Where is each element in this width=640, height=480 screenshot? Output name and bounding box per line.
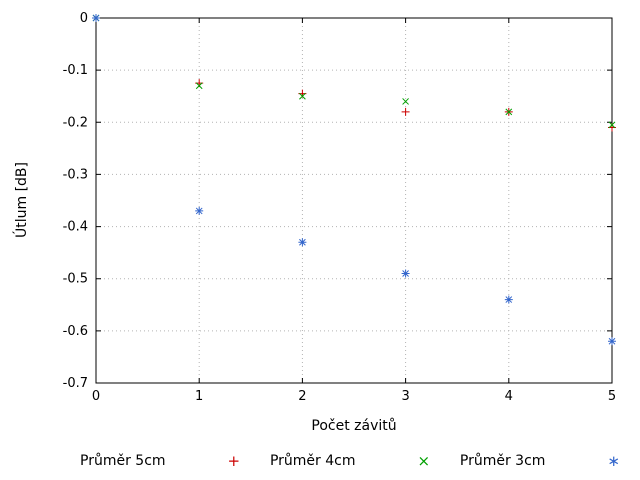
x-tick-label: 3 [401,389,409,404]
y-tick-label: 0 [80,11,88,26]
data-point-cross [608,121,616,129]
y-tick-label: -0.4 [63,220,88,235]
y-tick-label: -0.6 [63,324,88,339]
data-point-asterisk [92,14,100,22]
data-point-cross [195,82,203,90]
legend-label-3cm: Průměr 3cm [459,453,546,469]
legend-label-5cm: Průměr 5cm [80,453,166,469]
legend-item-3cm: Průměr 3cm ∗ [460,453,620,469]
x-axis-label: Počet závitů [311,418,397,434]
data-point-asterisk [195,206,204,215]
legend: Průměr 5cm + Průměr 4cm × Průměr 3cm ∗ [80,453,620,469]
data-point-cross [299,92,306,100]
y-axis-label: Útlum [dB] [14,161,30,239]
plus-marker-icon: + [227,451,241,470]
data-point-asterisk [401,269,410,278]
x-tick-label: 2 [298,389,306,404]
legend-item-5cm: Průměr 5cm + [80,453,240,469]
cross-marker-icon: × [417,451,431,470]
data-point-plus [401,107,410,116]
y-tick-label: -0.3 [63,167,88,182]
y-tick-label: -0.7 [63,376,88,391]
data-point-asterisk [608,337,616,346]
plot-border [95,17,613,384]
y-tick-label: -0.2 [63,115,88,130]
data-point-asterisk [298,238,307,247]
y-tick-label: -0.1 [63,63,88,78]
y-tick-label: -0.5 [63,272,88,287]
legend-item-4cm: Průměr 4cm × [270,453,430,469]
x-tick-label: 0 [92,389,100,404]
data-point-asterisk [504,295,513,304]
asterisk-marker-icon: ∗ [607,451,620,470]
x-tick-label: 5 [608,389,616,404]
x-tick-label: 4 [505,389,513,404]
legend-label-4cm: Průměr 4cm [269,453,356,469]
data-point-cross [402,98,409,105]
x-tick-label: 1 [195,389,203,404]
data-point-cross [505,108,513,116]
